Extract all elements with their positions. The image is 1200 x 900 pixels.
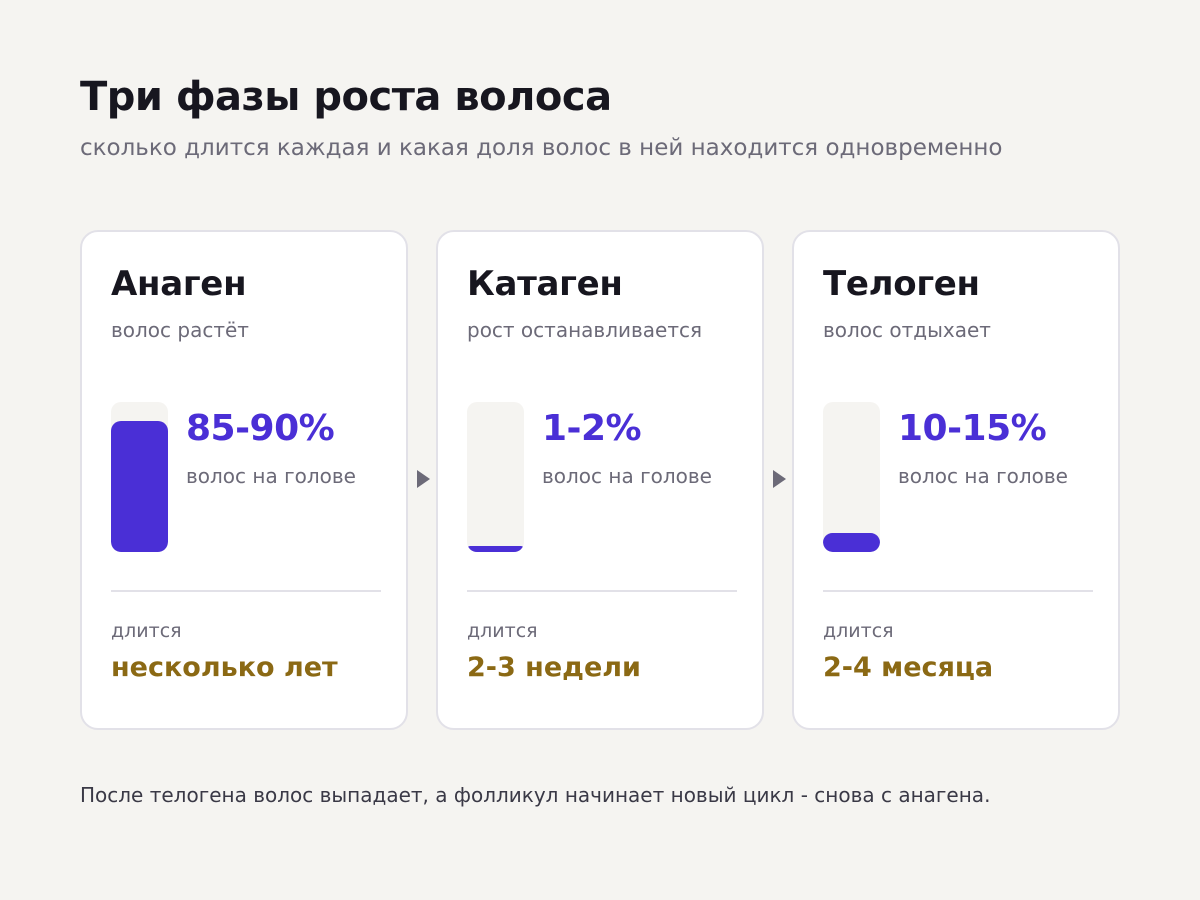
- share-bar-fill: [823, 533, 880, 552]
- duration-label: длится: [467, 620, 538, 642]
- share-label: волос на голове: [898, 464, 1068, 488]
- phase-card-catagen: Катаген рост останавливается 1-2% волос …: [436, 230, 764, 730]
- share-value: 85-90%: [186, 408, 335, 449]
- share-bar: [111, 402, 168, 552]
- share-bar-fill: [467, 546, 524, 552]
- phase-description: волос растёт: [111, 318, 249, 342]
- phase-name: Телоген: [823, 264, 980, 304]
- duration-value: несколько лет: [111, 652, 338, 683]
- duration-value: 2-3 недели: [467, 652, 641, 683]
- phase-name: Катаген: [467, 264, 623, 304]
- phase-card-anagen: Анаген волос растёт 85-90% волос на голо…: [80, 230, 408, 730]
- phase-name: Анаген: [111, 264, 247, 304]
- phase-cards: Анаген волос растёт 85-90% волос на голо…: [80, 230, 1120, 730]
- share-bar: [823, 402, 880, 552]
- phase-card-telogen: Телоген волос отдыхает 10-15% волос на г…: [792, 230, 1120, 730]
- share-value: 1-2%: [542, 408, 642, 449]
- divider: [111, 590, 381, 592]
- page-title: Три фазы роста волоса: [80, 74, 612, 120]
- page-subtitle: сколько длится каждая и какая доля волос…: [80, 135, 1003, 161]
- divider: [467, 590, 737, 592]
- duration-label: длится: [111, 620, 182, 642]
- footnote: После телогена волос выпадает, а фоллику…: [80, 783, 991, 807]
- phase-description: волос отдыхает: [823, 318, 991, 342]
- phase-description: рост останавливается: [467, 318, 702, 342]
- divider: [823, 590, 1093, 592]
- share-bar: [467, 402, 524, 552]
- share-label: волос на голове: [186, 464, 356, 488]
- duration-value: 2-4 месяца: [823, 652, 994, 683]
- share-bar-fill: [111, 421, 168, 552]
- share-value: 10-15%: [898, 408, 1047, 449]
- duration-label: длится: [823, 620, 894, 642]
- arrow-right-icon: [773, 470, 786, 488]
- share-label: волос на голове: [542, 464, 712, 488]
- arrow-right-icon: [417, 470, 430, 488]
